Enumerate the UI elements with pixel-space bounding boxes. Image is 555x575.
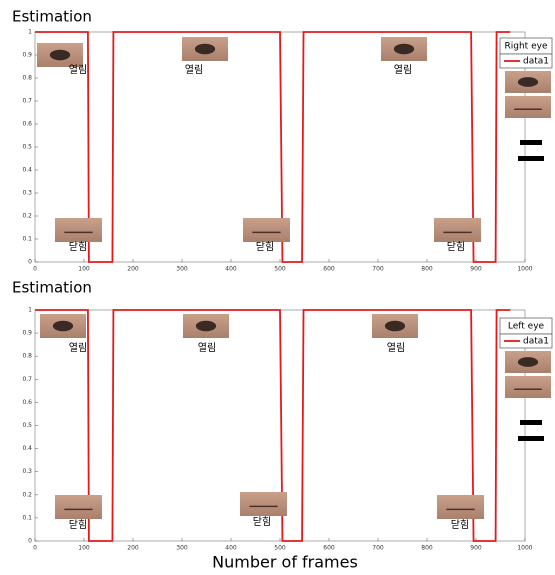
mask-blob — [520, 420, 542, 425]
annotation: 열림 — [394, 64, 412, 76]
annotation: 닫힘 — [69, 241, 87, 253]
annotation: 열림 — [198, 342, 216, 354]
x-tick-label: 800 — [421, 545, 433, 552]
x-tick-label: 400 — [225, 545, 237, 552]
x-tick-label: 700 — [372, 266, 384, 273]
legend-label: data1 — [523, 57, 549, 67]
mask-blob — [518, 436, 544, 441]
eye-iris — [385, 321, 405, 332]
x-tick-label: 0 — [33, 266, 37, 273]
chart-title: Estimation — [12, 279, 92, 297]
eye-iris — [518, 77, 538, 87]
eye-iris — [196, 321, 216, 332]
y-tick-label: 0.4 — [22, 167, 32, 174]
x-tick-label: 700 — [372, 545, 384, 552]
eye-iris — [394, 44, 414, 55]
y-tick-label: 0.7 — [22, 376, 32, 383]
eye-image — [437, 495, 484, 519]
y-tick-label: 0.4 — [22, 445, 32, 452]
x-tick-label: 300 — [176, 545, 188, 552]
y-tick-label: 0.6 — [22, 121, 32, 128]
y-tick-label: 0.2 — [22, 213, 32, 220]
y-tick-label: 0.1 — [22, 236, 32, 243]
x-tick-label: 500 — [274, 545, 286, 552]
x-tick-label: 1000 — [517, 266, 532, 273]
legend-title: Left eye — [508, 322, 545, 332]
y-tick-label: 0.3 — [22, 190, 32, 197]
x-tick-label: 100 — [78, 266, 90, 273]
x-tick-label: 900 — [470, 266, 482, 273]
y-tick-label: 0.7 — [22, 98, 32, 105]
y-tick-label: 0.5 — [22, 144, 32, 151]
y-tick-label: 0.9 — [22, 52, 32, 59]
x-tick-label: 100 — [78, 545, 90, 552]
x-tick-label: 600 — [323, 545, 335, 552]
chart-title: Estimation — [12, 8, 92, 26]
y-tick-label: 0.9 — [22, 330, 32, 337]
x-tick-label: 900 — [470, 545, 482, 552]
x-tick-label: 1000 — [517, 545, 532, 552]
legend-label: data1 — [523, 337, 549, 347]
y-tick-label: 0.8 — [22, 353, 32, 360]
eye-iris — [195, 44, 215, 55]
annotation: 닫힘 — [253, 516, 271, 528]
x-tick-label: 0 — [33, 545, 37, 552]
eye-image — [243, 218, 290, 242]
annotation: 닫힘 — [451, 519, 469, 531]
eye-image — [240, 492, 287, 516]
y-tick-label: 0.8 — [22, 75, 32, 82]
eye-iris — [50, 50, 70, 61]
mask-blob — [520, 140, 542, 145]
y-tick-label: 0.3 — [22, 468, 32, 475]
x-tick-label: 800 — [421, 266, 433, 273]
annotation: 열림 — [69, 64, 87, 76]
y-tick-label: 0 — [28, 538, 32, 545]
eye-image — [505, 96, 551, 118]
eye-image — [434, 218, 481, 242]
x-tick-label: 400 — [225, 266, 237, 273]
annotation: 열림 — [387, 342, 405, 354]
y-tick-label: 0 — [28, 259, 32, 266]
annotation: 열림 — [69, 342, 87, 354]
x-tick-label: 600 — [323, 266, 335, 273]
eye-image — [55, 218, 102, 242]
eye-iris — [518, 357, 538, 367]
y-tick-label: 0.1 — [22, 514, 32, 521]
x-tick-label: 200 — [127, 266, 139, 273]
y-tick-label: 1 — [28, 307, 32, 314]
eye-iris — [53, 321, 73, 332]
annotation: 열림 — [185, 64, 203, 76]
annotation: 닫힘 — [69, 519, 87, 531]
y-tick-label: 0.2 — [22, 491, 32, 498]
annotation: 닫힘 — [447, 241, 465, 253]
x-tick-label: 500 — [274, 266, 286, 273]
eye-image — [55, 495, 102, 519]
y-tick-label: 0.5 — [22, 422, 32, 429]
mask-blob — [518, 156, 544, 161]
x-tick-label: 300 — [176, 266, 188, 273]
eye-image — [505, 376, 551, 398]
y-tick-label: 0.6 — [22, 399, 32, 406]
x-axis-label: Number of frames — [212, 553, 358, 572]
y-tick-label: 1 — [28, 29, 32, 36]
figure: Estimation00.10.20.30.40.50.60.70.80.910… — [0, 0, 555, 575]
annotation: 닫힘 — [256, 241, 274, 253]
x-tick-label: 200 — [127, 545, 139, 552]
legend-title: Right eye — [505, 42, 548, 52]
